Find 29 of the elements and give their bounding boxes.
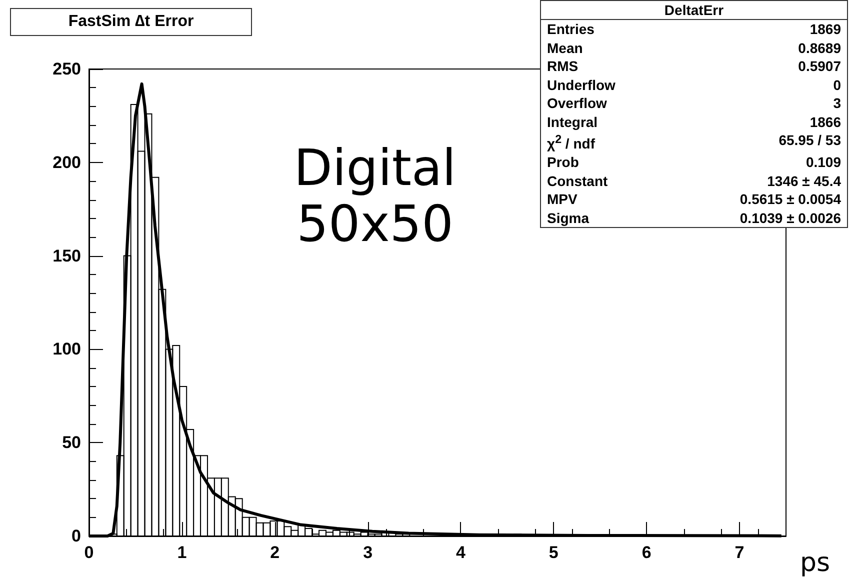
text: Entries 1869 — [547, 21, 841, 37]
text: Mean 0.8689 — [547, 40, 841, 56]
x-tick-label: 3 — [363, 543, 373, 562]
y-tick-label: 200 — [52, 152, 81, 172]
text: Sigma 0.1039 ± 0.0026 — [547, 210, 841, 226]
x-tick-label: 6 — [642, 543, 652, 562]
text: MPV 0.5615 ± 0.0054 — [547, 191, 841, 208]
x-tick-label: 4 — [456, 543, 466, 562]
chart-title: FastSim ∆t Error — [10, 8, 252, 36]
annotation: Digital 50x50 — [292, 139, 458, 253]
x-tick-label: 5 — [548, 543, 558, 562]
y-tick-label: 150 — [52, 246, 81, 266]
x-tick-label: 1 — [177, 543, 187, 562]
x-tick-label: 2 — [270, 543, 280, 562]
text: RMS 0.5907 — [547, 58, 841, 74]
y-tick-label: 100 — [52, 340, 81, 359]
text: DeltatErr — [541, 1, 847, 20]
text: χ$^{2}$ / ndf 65.95 / 53 — [547, 132, 841, 152]
y-tick-label: 50 — [62, 433, 81, 452]
text: Prob 0.109 — [547, 154, 841, 170]
text: Overflow 3 — [547, 95, 841, 111]
y-tick-label: 0 — [72, 526, 81, 546]
text: Integral 1866 — [547, 114, 841, 130]
text: Constant 1346 ± 45.4 — [547, 172, 841, 189]
x-tick-label: 7 — [734, 543, 744, 562]
text: ps — [800, 548, 830, 578]
y-tick-label: 250 — [52, 60, 81, 78]
x-tick-label: 0 — [84, 543, 94, 562]
text: Underflow 0 — [547, 76, 841, 92]
